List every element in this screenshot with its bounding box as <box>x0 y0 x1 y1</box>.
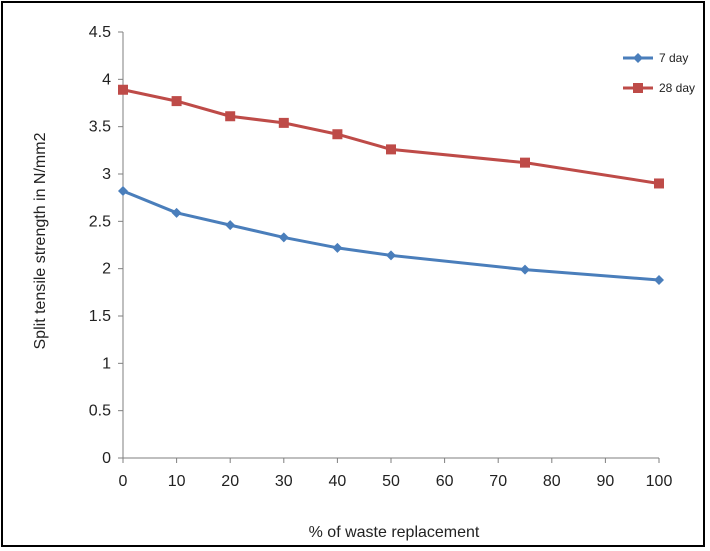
series-7-day-point <box>278 232 289 243</box>
series-7-day-line <box>122 189 660 282</box>
series-7-day-point <box>332 242 343 253</box>
legend-7-day-label: 7 day <box>659 51 688 65</box>
x-tick-label: 20 <box>221 473 239 490</box>
legend-28-day: 28 day <box>623 81 695 95</box>
series-7-day-point <box>118 186 128 197</box>
y-axis-ticks: 0 0.5 1 1.5 2 2.5 3 3.5 4 4.5 <box>89 24 123 467</box>
y-tick-label: 3.5 <box>89 119 111 136</box>
x-tick-label: 10 <box>168 473 186 490</box>
series-7-day-point <box>386 250 396 261</box>
series-28-day <box>118 84 664 189</box>
legend-7-day: 7 day <box>623 51 688 65</box>
x-tick-label: 30 <box>275 473 293 490</box>
x-tick-label: 90 <box>597 473 615 490</box>
series-28-day-point <box>278 117 289 128</box>
x-tick-label: 50 <box>382 473 400 490</box>
x-tick-label: 0 <box>119 473 128 490</box>
y-tick-label: 0.5 <box>89 403 111 420</box>
series-7-day-point <box>171 207 182 218</box>
y-tick-label: 4 <box>102 71 111 88</box>
legend-28-day-label: 28 day <box>659 81 695 95</box>
y-tick-label: 4.5 <box>89 24 111 41</box>
series-28-day-point <box>332 129 343 140</box>
series-7-day <box>118 186 664 286</box>
series-28-day-line <box>122 88 660 185</box>
series-28-day-point <box>520 157 530 168</box>
series-28-day-point <box>118 84 128 95</box>
series-7-day-point <box>520 264 530 275</box>
series-28-day-point <box>225 111 236 122</box>
series-28-day-point <box>654 178 664 189</box>
y-tick-label: 3 <box>102 166 111 183</box>
series-layer <box>118 84 664 286</box>
legend-7-day-marker <box>633 53 643 63</box>
x-tick-label: 70 <box>489 473 507 490</box>
series-7-day-point <box>654 275 664 286</box>
x-tick-label: 100 <box>646 473 673 490</box>
y-axis-title: Split tensile strength in N/mm2 <box>32 132 49 349</box>
legend: 7 day 28 day <box>623 51 695 95</box>
line-chart: 0 0.5 1 1.5 2 2.5 3 3.5 4 4.5 0 10 20 30 40 50 60 70 80 90… <box>32 24 695 541</box>
series-28-day-point <box>171 96 182 107</box>
y-tick-label: 1 <box>102 355 111 372</box>
y-tick-label: 2.5 <box>89 213 111 230</box>
y-tick-label: 0 <box>102 450 111 467</box>
series-7-day-point <box>225 220 236 231</box>
legend-28-day-marker <box>633 83 643 93</box>
x-tick-label: 80 <box>543 473 561 490</box>
x-axis-ticks: 0 10 20 30 40 50 60 70 80 90 100 <box>119 458 673 490</box>
series-28-day-point <box>386 144 396 155</box>
x-tick-label: 40 <box>329 473 347 490</box>
y-tick-label: 2 <box>102 261 111 278</box>
y-tick-label: 1.5 <box>89 308 111 325</box>
x-tick-label: 60 <box>436 473 454 490</box>
x-axis-title: % of waste replacement <box>309 524 480 541</box>
